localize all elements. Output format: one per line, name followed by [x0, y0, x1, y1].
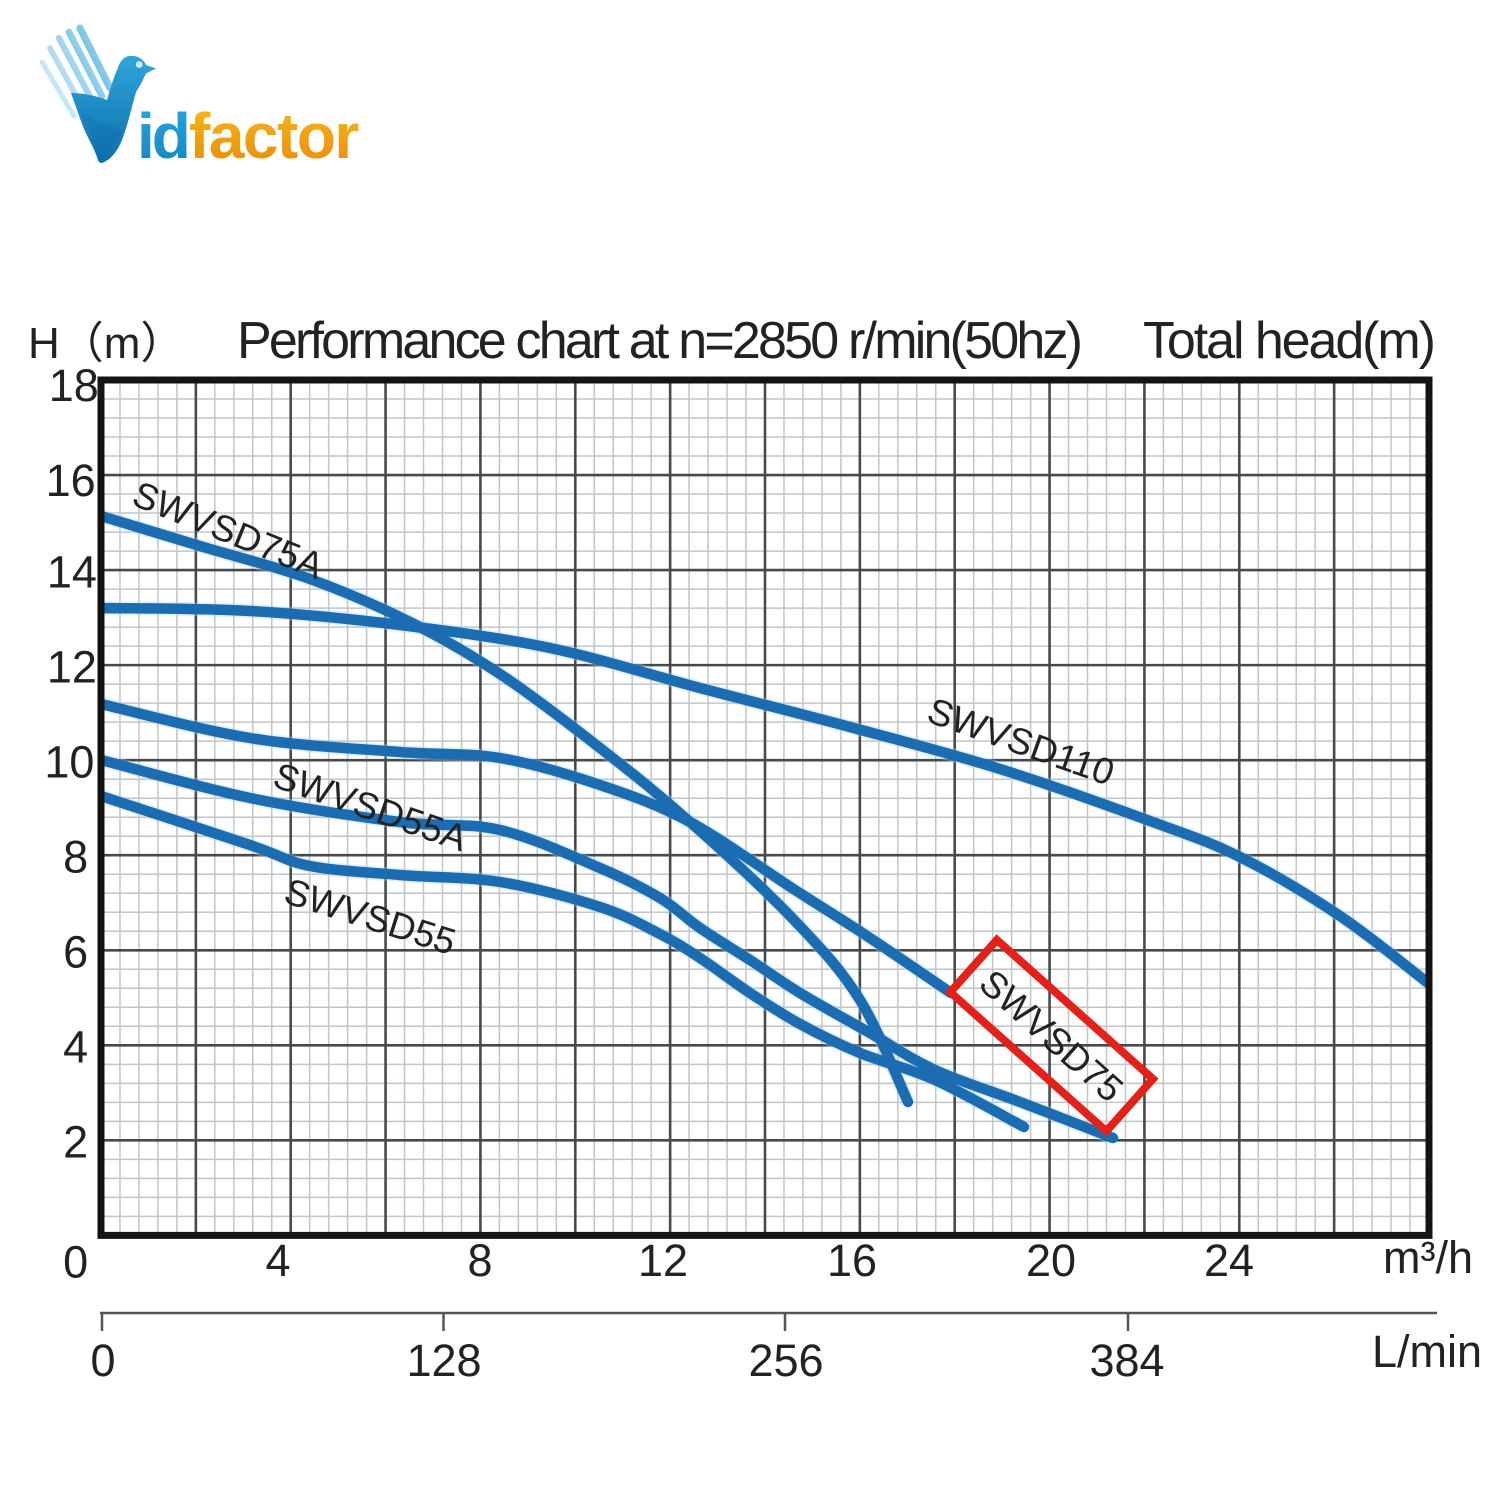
- svg-text:256: 256: [748, 1335, 823, 1386]
- svg-text:2: 2: [63, 1117, 88, 1168]
- svg-text:10: 10: [44, 737, 94, 788]
- svg-text:20: 20: [1026, 1235, 1076, 1286]
- svg-text:12: 12: [47, 642, 97, 693]
- svg-text:16: 16: [46, 455, 96, 506]
- svg-text:Total head(m): Total head(m): [1143, 312, 1436, 370]
- svg-text:12: 12: [638, 1235, 688, 1286]
- svg-text:L/min: L/min: [1372, 1326, 1482, 1377]
- svg-text:6: 6: [63, 927, 88, 978]
- svg-text:H（m）: H（m）: [28, 319, 184, 368]
- svg-text:factor: factor: [189, 100, 358, 172]
- svg-text:128: 128: [406, 1335, 481, 1386]
- svg-text:16: 16: [827, 1235, 877, 1286]
- svg-text:0: 0: [90, 1335, 115, 1386]
- svg-text:8: 8: [63, 832, 88, 883]
- svg-text:24: 24: [1204, 1235, 1254, 1286]
- svg-text:4: 4: [265, 1235, 290, 1286]
- svg-text:18: 18: [49, 360, 99, 411]
- svg-text:14: 14: [47, 547, 97, 598]
- svg-text:0: 0: [63, 1237, 88, 1288]
- svg-text:8: 8: [467, 1235, 492, 1286]
- svg-text:384: 384: [1089, 1335, 1164, 1386]
- svg-text:4: 4: [63, 1022, 88, 1073]
- svg-text:m³/h: m³/h: [1383, 1232, 1473, 1283]
- svg-text:id: id: [137, 100, 188, 172]
- svg-text:Performance chart at n=2850 r/: Performance chart at n=2850 r/min(50hz): [237, 312, 1083, 370]
